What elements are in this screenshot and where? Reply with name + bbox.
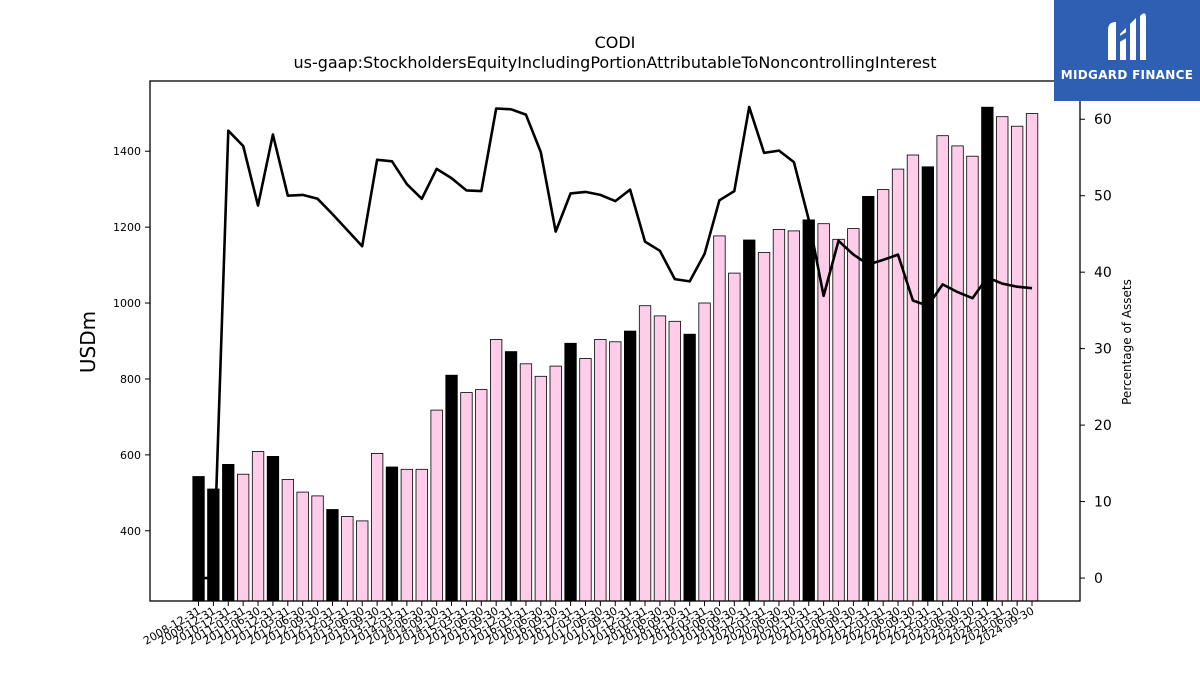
bar (683, 333, 696, 602)
bar (356, 520, 369, 602)
bar (936, 135, 949, 602)
bar (802, 219, 815, 602)
bar (534, 375, 547, 602)
bar (385, 466, 399, 602)
bar (921, 166, 934, 602)
y2-tick-label: 10 (1094, 495, 1112, 511)
bar (475, 389, 488, 602)
y-tick-label: 1000 (113, 297, 141, 310)
bar (877, 189, 890, 602)
bar (624, 330, 637, 602)
bar (638, 305, 652, 602)
bar (222, 463, 235, 602)
bar (772, 228, 786, 602)
bar (891, 168, 905, 602)
percentage-line-series (198, 105, 1033, 580)
bar (698, 302, 711, 602)
y-tick-label: 400 (120, 525, 141, 538)
y2-tick-label: 30 (1094, 342, 1112, 358)
bar (996, 116, 1009, 602)
y2-tick-label: 0 (1094, 571, 1103, 587)
y2-tick-label: 40 (1094, 265, 1112, 281)
y-tick-label: 1200 (113, 221, 141, 234)
bar (728, 272, 741, 602)
bar (787, 230, 800, 602)
y-axis-label: USDm (76, 311, 100, 373)
percentage-line (198, 105, 1033, 580)
bar (1025, 113, 1039, 602)
y-tick-label: 1400 (113, 145, 141, 158)
bar (370, 452, 384, 602)
bar (192, 476, 205, 602)
bar (489, 339, 503, 602)
bar (519, 363, 533, 602)
y2-tick-label: 20 (1094, 418, 1112, 434)
bar (713, 235, 726, 602)
bar (326, 509, 339, 602)
bar (653, 315, 667, 602)
brand-logo: MIDGARD FINANCE (1054, 0, 1200, 101)
bar (966, 155, 979, 602)
bar (579, 358, 592, 602)
y-tick-label: 800 (120, 373, 141, 386)
y2-tick-label: 50 (1094, 189, 1112, 205)
bar (236, 473, 250, 602)
bar (1011, 125, 1024, 602)
bar (743, 239, 756, 602)
bar (668, 320, 681, 602)
bar (445, 374, 458, 602)
bar (862, 195, 875, 602)
bar (832, 238, 845, 602)
y2-tick-label: 60 (1094, 112, 1112, 128)
bar (981, 106, 994, 602)
midgard-logo-icon (1108, 13, 1146, 60)
bar-series (192, 106, 1039, 602)
bar (757, 252, 771, 602)
bar (311, 495, 324, 602)
bar (504, 351, 518, 602)
bar (341, 516, 354, 602)
bar (564, 342, 577, 602)
bar (951, 145, 964, 602)
bar (549, 365, 562, 602)
bar (594, 339, 607, 602)
y-tick-label: 600 (120, 449, 141, 462)
bar (609, 341, 622, 602)
chart-subtitle: us-gaap:StockholdersEquityIncludingPorti… (293, 53, 936, 72)
y2-axis-label: Percentage of Assets (1120, 279, 1134, 405)
bar (296, 491, 309, 602)
bar (281, 479, 295, 602)
bar (430, 409, 443, 602)
bar (251, 451, 265, 602)
bar (847, 228, 860, 602)
bar (400, 468, 414, 602)
bar (906, 154, 920, 602)
bar (266, 455, 280, 602)
axes: 40060080010001200140001020304050602008-1… (113, 80, 1112, 648)
bar (415, 468, 428, 602)
brand-name: MIDGARD FINANCE (1060, 68, 1194, 82)
bar (460, 392, 473, 602)
chart-title: CODI (595, 33, 636, 52)
